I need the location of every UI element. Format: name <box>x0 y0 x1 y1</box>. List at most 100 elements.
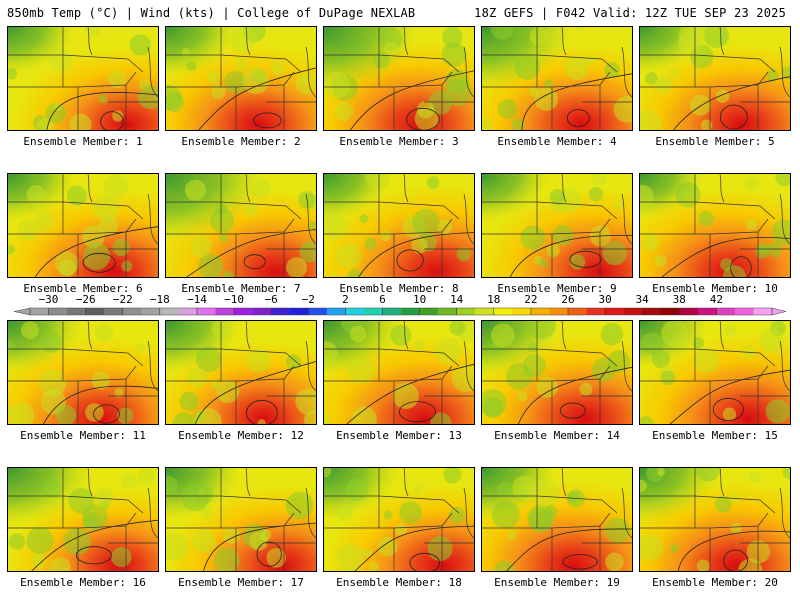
ensemble-member-label: Ensemble Member: 8 <box>339 282 459 295</box>
colorbar-segment <box>308 308 328 315</box>
colorbar-tick-label: −22 <box>113 293 133 306</box>
colorbar-tick-label: −14 <box>187 293 207 306</box>
ensemble-member-label: Ensemble Member: 15 <box>652 429 778 442</box>
ensemble-map-panel <box>7 26 159 131</box>
ensemble-member-label: Ensemble Member: 13 <box>336 429 462 442</box>
ensemble-map-panel <box>323 320 475 425</box>
colorbar-segment <box>549 308 569 315</box>
colorbar-tick-label: 26 <box>561 293 574 306</box>
temperature-field-map <box>482 27 632 130</box>
ensemble-map-panel <box>323 26 475 131</box>
colorbar-segment <box>363 308 383 315</box>
colorbar-segment <box>271 308 290 315</box>
map-title: 850mb Temp (°C) | Wind (kts) | College o… <box>7 6 416 20</box>
temperature-colorbar: −30 −26 −22 −18 −14 −10 −6 −2 2 6 10 14 18 22 26 30 34 38… <box>13 293 787 316</box>
colorbar-segment <box>530 308 550 315</box>
colorbar-segment <box>289 308 309 315</box>
ensemble-map-panel <box>639 26 791 131</box>
colorbar-segment <box>642 308 661 315</box>
temperature-field-map <box>166 321 316 424</box>
ensemble-member-label: Ensemble Member: 2 <box>181 135 301 148</box>
colorbar-tick-label: 18 <box>487 293 500 306</box>
colorbar-tick-label: 6 <box>379 293 386 306</box>
ensemble-map-panel <box>7 467 159 572</box>
colorbar-segment <box>586 308 606 315</box>
colorbar-segment <box>159 308 179 315</box>
ensemble-map-panel <box>323 173 475 278</box>
ensemble-map-panel <box>639 320 791 425</box>
colorbar-tick-label: 22 <box>524 293 537 306</box>
temperature-field-map <box>166 468 316 571</box>
colorbar-tick-label: 10 <box>413 293 426 306</box>
temperature-field-map <box>8 321 158 424</box>
ensemble-map-panel <box>481 26 633 131</box>
colorbar-segment <box>623 308 643 315</box>
ensemble-member-label: Ensemble Member: 16 <box>20 576 146 589</box>
colorbar-segment <box>605 308 624 315</box>
colorbar-segment <box>48 308 68 315</box>
colorbar-frame <box>29 307 773 316</box>
colorbar-segment <box>252 308 272 315</box>
ensemble-map-panel <box>639 173 791 278</box>
ensemble-member-label: Ensemble Member: 12 <box>178 429 304 442</box>
colorbar-tick-label: 38 <box>673 293 686 306</box>
colorbar-segment <box>475 308 495 315</box>
colorbar-left-arrow <box>13 307 31 316</box>
ensemble-member-label: Ensemble Member: 14 <box>494 429 620 442</box>
colorbar-segment <box>716 308 736 315</box>
temperature-field-map <box>640 321 790 424</box>
colorbar-tick-label: −30 <box>39 293 59 306</box>
temperature-field-map <box>8 174 158 277</box>
colorbar-right-arrow <box>771 307 787 316</box>
ensemble-map-panel <box>7 173 159 278</box>
temperature-field-map <box>482 174 632 277</box>
colorbar-tick-label: −10 <box>224 293 244 306</box>
ensemble-member-label: Ensemble Member: 10 <box>652 282 778 295</box>
colorbar-segment <box>438 308 457 315</box>
temperature-field-map <box>324 27 474 130</box>
temperature-field-map <box>166 27 316 130</box>
temperature-field-map <box>8 468 158 571</box>
colorbar-segment <box>697 308 717 315</box>
colorbar-segment <box>401 308 420 315</box>
ensemble-map-panel <box>165 467 317 572</box>
colorbar-tick-label: −18 <box>150 293 170 306</box>
ensemble-map-panel <box>481 467 633 572</box>
ensemble-map-panel <box>165 26 317 131</box>
colorbar-segment <box>419 308 439 315</box>
colorbar-segment <box>660 308 680 315</box>
colorbar-segment <box>30 308 49 315</box>
colorbar-segment <box>679 308 699 315</box>
temperature-field-map <box>482 468 632 571</box>
colorbar-segment <box>512 308 532 315</box>
colorbar-segment <box>85 308 105 315</box>
colorbar-tick-label: 14 <box>450 293 464 306</box>
colorbar-segment <box>104 308 124 315</box>
colorbar-tick-label: −26 <box>76 293 96 306</box>
ensemble-member-label: Ensemble Member: 19 <box>494 576 620 589</box>
temperature-field-map <box>640 174 790 277</box>
colorbar-tick-label: 42 <box>710 293 723 306</box>
colorbar-segment <box>326 308 346 315</box>
colorbar-tick-label: 34 <box>635 293 649 306</box>
colorbar-tick-label: 30 <box>598 293 611 306</box>
ensemble-member-label: Ensemble Member: 6 <box>23 282 143 295</box>
ensemble-member-label: Ensemble Member: 11 <box>20 429 146 442</box>
temperature-field-map <box>324 321 474 424</box>
ensemble-member-label: Ensemble Member: 9 <box>497 282 617 295</box>
colorbar-segment <box>753 308 773 315</box>
colorbar-segment <box>178 308 198 315</box>
ensemble-member-label: Ensemble Member: 17 <box>178 576 304 589</box>
colorbar-segment <box>456 308 476 315</box>
ensemble-member-label: Ensemble Member: 18 <box>336 576 462 589</box>
colorbar-segment <box>141 308 161 315</box>
colorbar-segment <box>122 308 142 315</box>
ensemble-map-panel <box>639 467 791 572</box>
ensemble-member-label: Ensemble Member: 3 <box>339 135 459 148</box>
colorbar-tick-label: −2 <box>302 293 315 306</box>
temperature-field-map <box>640 27 790 130</box>
temperature-field-map <box>166 174 316 277</box>
colorbar-segment <box>493 308 513 315</box>
temperature-field-map <box>324 174 474 277</box>
model-run-info: 18Z GEFS | F042 Valid: 12Z TUE SEP 23 20… <box>474 6 786 20</box>
